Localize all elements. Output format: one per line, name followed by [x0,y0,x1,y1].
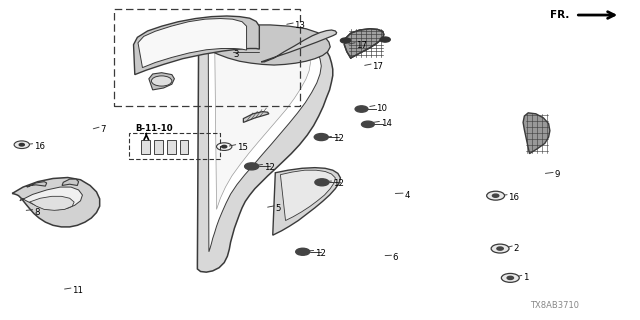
Text: 12: 12 [333,134,344,143]
Polygon shape [62,179,79,186]
Circle shape [501,273,519,282]
Text: 13: 13 [294,21,305,30]
Text: 5: 5 [275,204,281,213]
Text: 12: 12 [264,163,275,172]
Text: 14: 14 [381,119,392,129]
Polygon shape [261,30,337,62]
Circle shape [355,106,368,112]
Circle shape [491,244,509,253]
Text: B-11-10: B-11-10 [135,124,172,132]
Circle shape [296,248,310,255]
Polygon shape [29,196,74,210]
Polygon shape [20,187,83,210]
FancyBboxPatch shape [167,140,175,154]
Polygon shape [149,73,174,90]
Polygon shape [198,25,330,65]
Polygon shape [243,112,269,123]
Circle shape [244,163,259,170]
Text: 15: 15 [237,143,248,152]
FancyBboxPatch shape [154,140,163,154]
Polygon shape [197,26,333,272]
Text: FR.: FR. [550,10,569,20]
Circle shape [486,191,504,200]
Text: 2: 2 [513,244,519,253]
Text: 12: 12 [333,179,344,188]
Polygon shape [280,170,335,220]
Text: 17: 17 [356,41,367,50]
Text: 3: 3 [234,50,239,59]
FancyBboxPatch shape [179,140,188,154]
Text: 4: 4 [404,191,410,200]
Circle shape [507,276,513,279]
Circle shape [315,179,329,186]
Text: 7: 7 [100,125,106,134]
Polygon shape [214,30,310,209]
Text: 8: 8 [34,208,40,217]
Text: 12: 12 [315,249,326,258]
Polygon shape [208,28,321,252]
Circle shape [314,133,328,140]
Text: 1: 1 [523,273,529,282]
Circle shape [492,194,499,197]
Circle shape [497,247,503,250]
Circle shape [340,38,351,43]
Polygon shape [26,182,47,187]
Text: 6: 6 [393,253,398,262]
Polygon shape [12,178,100,227]
Polygon shape [134,16,259,75]
Circle shape [14,141,29,148]
Circle shape [19,143,24,146]
FancyBboxPatch shape [141,140,150,154]
Text: TX8AB3710: TX8AB3710 [531,301,579,310]
Text: 16: 16 [34,142,45,151]
Polygon shape [344,29,384,58]
Circle shape [221,145,227,148]
Polygon shape [138,19,246,68]
Circle shape [380,37,390,42]
Circle shape [152,76,172,86]
Circle shape [362,121,374,127]
Text: 11: 11 [72,286,83,295]
Text: 10: 10 [376,104,387,113]
Text: 16: 16 [508,193,520,202]
Polygon shape [523,113,550,154]
Text: 9: 9 [554,171,560,180]
Text: 17: 17 [372,62,383,71]
Polygon shape [273,168,340,235]
